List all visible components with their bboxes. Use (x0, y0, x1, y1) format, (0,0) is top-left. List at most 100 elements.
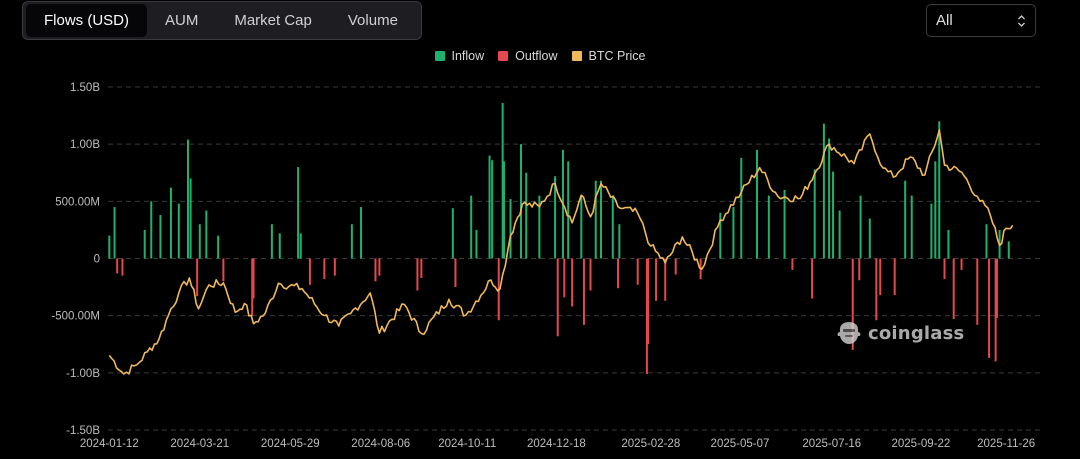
inflow-bar[interactable] (985, 224, 988, 259)
inflow-bar[interactable] (143, 229, 146, 259)
outflow-bar[interactable] (121, 258, 124, 276)
inflow-bar[interactable] (488, 155, 491, 259)
inflow-bar[interactable] (475, 229, 478, 259)
outflow-bar[interactable] (976, 258, 979, 325)
inflow-bar[interactable] (525, 172, 528, 259)
outflow-bar[interactable] (858, 258, 861, 281)
outflow-bar[interactable] (252, 258, 255, 299)
inflow-bar[interactable] (502, 161, 505, 259)
inflow-bar[interactable] (186, 139, 189, 259)
outflow-bar[interactable] (636, 258, 639, 285)
inflow-bar[interactable] (904, 180, 907, 259)
outflow-bar[interactable] (323, 258, 326, 280)
inflow-bar[interactable] (108, 235, 111, 259)
inflow-bar[interactable] (159, 215, 162, 259)
outflow-bar[interactable] (556, 258, 559, 337)
inflow-bar[interactable] (580, 195, 583, 259)
inflow-bar[interactable] (150, 201, 153, 259)
btc-price-series-line[interactable] (108, 129, 1014, 375)
inflow-bar[interactable] (451, 208, 454, 259)
inflow-bar[interactable] (618, 224, 621, 259)
inflow-bar[interactable] (299, 233, 302, 259)
inflow-bar[interactable] (270, 224, 273, 259)
inflow-bar[interactable] (501, 103, 504, 259)
range-select[interactable]: All (926, 4, 1036, 37)
tab-flows-usd[interactable]: Flows (USD) (26, 4, 147, 37)
legend-item-inflow[interactable]: Inflow (434, 49, 484, 63)
outflow-bar[interactable] (994, 258, 997, 362)
outflow-bar[interactable] (893, 258, 896, 296)
inflow-bar[interactable] (938, 121, 941, 259)
tab-aum[interactable]: AUM (165, 12, 199, 29)
inflow-bar[interactable] (520, 144, 523, 259)
inflow-bar[interactable] (934, 161, 937, 259)
outflow-bar[interactable] (811, 258, 814, 299)
inflow-bar[interactable] (189, 178, 192, 259)
inflow-bar[interactable] (822, 123, 825, 259)
inflow-bar[interactable] (198, 224, 201, 259)
inflow-bar[interactable] (169, 187, 172, 259)
outflow-bar[interactable] (988, 258, 991, 358)
inflow-bar[interactable] (205, 210, 208, 259)
outflow-bar[interactable] (791, 258, 794, 270)
outflow-bar[interactable] (952, 258, 955, 320)
inflow-bar[interactable] (947, 229, 950, 259)
inflow-bar[interactable] (470, 195, 473, 259)
outflow-bar[interactable] (875, 258, 878, 321)
inflow-bar[interactable] (838, 210, 841, 259)
inflow-bar[interactable] (554, 176, 557, 259)
outflow-bar[interactable] (416, 258, 419, 291)
legend-item-outflow[interactable]: Outflow (498, 49, 558, 63)
inflow-bar[interactable] (813, 169, 816, 259)
inflow-bar[interactable] (217, 235, 220, 259)
inflow-bar[interactable] (297, 167, 300, 259)
inflow-bar[interactable] (719, 212, 722, 259)
outflow-bar[interactable] (851, 258, 854, 350)
inflow-bar[interactable] (113, 207, 116, 259)
inflow-bar[interactable] (594, 180, 597, 259)
outflow-bar[interactable] (222, 258, 225, 282)
inflow-bar[interactable] (350, 224, 353, 259)
tab-market-cap[interactable]: Market Cap (234, 12, 312, 29)
outflow-bar[interactable] (960, 258, 963, 270)
inflow-bar[interactable] (756, 149, 759, 259)
outflow-bar[interactable] (674, 258, 677, 275)
outflow-bar[interactable] (582, 258, 585, 325)
legend-item-btc-price[interactable]: BTC Price (571, 49, 646, 63)
inflow-bar[interactable] (910, 195, 913, 259)
outflow-bar[interactable] (571, 258, 574, 307)
inflow-bar[interactable] (828, 138, 831, 259)
inflow-bar[interactable] (930, 203, 933, 259)
outflow-bar[interactable] (333, 258, 336, 276)
inflow-bar[interactable] (611, 195, 614, 259)
inflow-bar[interactable] (1007, 241, 1010, 259)
inflow-bar[interactable] (538, 195, 541, 259)
inflow-bar[interactable] (278, 233, 281, 259)
outflow-bar[interactable] (308, 258, 311, 285)
outflow-bar[interactable] (251, 258, 254, 316)
inflow-bar[interactable] (567, 161, 570, 259)
outflow-bar[interactable] (645, 258, 648, 374)
inflow-bar[interactable] (740, 157, 743, 259)
inflow-bar[interactable] (509, 199, 512, 259)
inflow-bar[interactable] (783, 189, 786, 259)
outflow-bar[interactable] (374, 258, 377, 282)
outflow-bar[interactable] (420, 258, 423, 278)
inflow-bar[interactable] (360, 207, 363, 259)
outflow-bar[interactable] (454, 258, 457, 288)
inflow-bar[interactable] (767, 195, 770, 259)
outflow-bar[interactable] (116, 258, 119, 274)
inflow-bar[interactable] (599, 180, 602, 259)
inflow-bar[interactable] (177, 203, 180, 259)
outflow-bar[interactable] (879, 258, 882, 296)
inflow-bar[interactable] (859, 195, 862, 259)
outflow-bar[interactable] (589, 258, 592, 291)
outflow-bar[interactable] (943, 258, 946, 280)
outflow-bar[interactable] (617, 258, 620, 289)
outflow-bar[interactable] (655, 258, 658, 301)
outflow-bar[interactable] (378, 258, 381, 276)
inflow-bar[interactable] (491, 160, 494, 259)
outflow-bar[interactable] (647, 258, 650, 345)
outflow-bar[interactable] (563, 258, 566, 298)
inflow-bar[interactable] (832, 171, 835, 259)
